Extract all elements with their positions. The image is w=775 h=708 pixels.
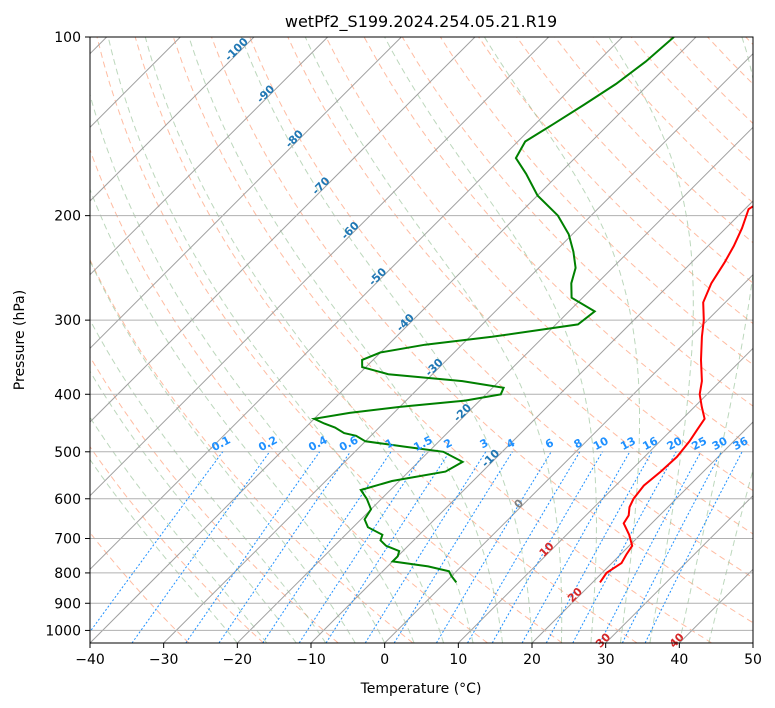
y-tick-label: 300 [54,313,81,329]
mixing-ratio-line [325,451,451,643]
mixing-ratio-label: 25 [689,434,709,453]
x-tick-label: −40 [75,652,105,668]
isotherm-line [384,273,753,643]
moist-adiabat [90,370,297,643]
mixing-ratio-line [393,451,513,643]
mixing-ratio-line [545,451,653,643]
dry-adiabat [96,37,563,643]
dry-adiabat [90,355,339,643]
isotherm-line [90,37,255,202]
dry-adiabat [325,37,753,492]
moist-adiabat [107,37,445,643]
x-tick-label: 30 [597,652,615,668]
x-tick-label: 20 [523,652,541,668]
moist-adiabat [708,467,753,643]
chart-title: wetPf2_S199.2024.254.05.21.R19 [285,12,557,32]
mixing-ratio-line [491,451,603,643]
dry-adiabat [134,37,638,643]
mixing-ratio-label: 16 [640,434,660,453]
mixing-ratio-line [218,451,351,643]
x-axis-title: Temperature (°C) [360,681,482,697]
isotherm-line [605,494,753,643]
dry-adiabat [287,37,753,535]
dewpoint-profile [310,37,675,584]
mixing-ratio-label: 36 [731,434,751,453]
isotherm-line [457,347,753,643]
moist-adiabats [90,37,753,643]
mixing-ratio-label: 13 [618,434,638,453]
moist-adiabat [608,37,694,643]
y-axis: 1000 900 800 700 600 500 400 300 200 100 [45,30,90,639]
plot-frame [89,36,754,644]
isotherm-line [90,37,329,276]
moist-adiabat [240,37,533,643]
y-axis-title: Pressure (hPa) [12,290,28,390]
isotherm-line [310,200,753,643]
mixing-ratio-line [131,451,271,643]
y-tick-label: 600 [54,492,81,508]
mixing-ratio-label: 20 [665,434,685,453]
isotherm-line [90,37,550,497]
y-tick-label: 800 [54,566,81,582]
moist-adiabat [90,458,238,643]
moist-adiabat [90,188,386,643]
mixing-ratio-line [185,451,321,643]
mixing-ratio-line [262,451,392,643]
dry-adiabats [90,37,753,643]
moist-adiabat [483,37,640,643]
moist-adiabat [90,259,356,643]
mixing-ratio-label: 10 [591,434,611,453]
x-tick-label: 10 [449,652,467,668]
moist-adiabat [188,37,503,643]
y-tick-label: 500 [54,445,81,461]
x-tick-label: 50 [744,652,762,668]
plot-content [90,37,753,643]
mixing-ratio-line [599,451,702,643]
moist-adiabat [144,37,474,643]
x-tick-label: 0 [380,652,389,668]
dry-adiabat [211,37,753,624]
y-tick-label: 900 [54,596,81,612]
mixing-ratio-lines [90,451,743,643]
x-tick-label: −10 [296,652,326,668]
isotherm-line [90,37,623,571]
moist-adiabat [90,319,327,643]
mixing-ratio-line [521,451,631,643]
isotherm-line [90,37,697,643]
moist-adiabat [90,416,268,643]
x-tick-label: 40 [670,652,688,668]
y-tick-label: 1000 [45,623,81,639]
y-tick-label: 200 [54,209,81,225]
isotherm-line [531,421,753,643]
plot-area [90,37,753,643]
dry-adiabat [90,258,414,643]
dry-adiabat [172,37,712,643]
x-tick-label: −20 [223,652,253,668]
y-tick-label: 100 [54,30,81,46]
dry-adiabat [249,37,753,579]
moist-adiabat [384,37,597,643]
moist-adiabat [304,37,563,643]
isotherm-line [90,37,402,350]
mixing-ratio-line [644,451,743,643]
temperature-profile [599,205,753,583]
dry-adiabat [516,37,753,284]
x-axis: −40 −30 −20 −10 0 10 20 30 40 50 [75,643,762,668]
mixing-ratio-line [435,451,552,643]
mixing-ratio-label: 30 [710,434,730,453]
isotherm-line [236,126,753,643]
dry-adiabat [90,445,264,643]
y-tick-label: 700 [54,532,81,548]
isotherm-line [90,37,476,423]
y-tick-label: 400 [54,387,81,403]
mixing-ratio-line [90,451,224,633]
moist-adiabat [678,37,753,643]
x-tick-label: −30 [149,652,179,668]
mixing-ratio-line [572,451,677,643]
sounding-profiles [310,37,753,584]
mixing-ratio-line [298,451,426,643]
